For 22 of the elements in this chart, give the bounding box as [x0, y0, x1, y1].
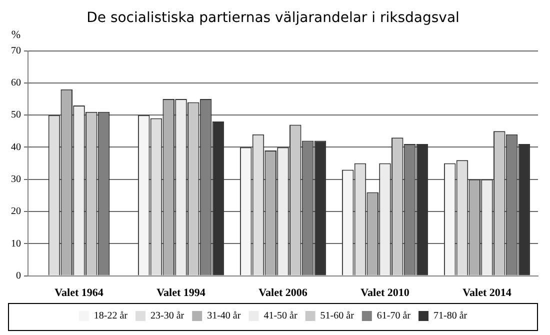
- legend-label: 71-80 år: [433, 310, 468, 322]
- y-tick-label: 20: [11, 206, 21, 218]
- y-tick-label: 30: [11, 174, 21, 185]
- y-tick-label: 0: [16, 270, 21, 282]
- x-tick-label: Valet 2006: [258, 287, 308, 300]
- y-axis-title: %: [11, 29, 21, 42]
- x-tick-label: Valet 2010: [360, 287, 410, 300]
- y-tick-label: 70: [11, 45, 21, 56]
- legend-label: 41-50 år: [264, 310, 298, 322]
- legend-label: 18-22 år: [94, 310, 128, 322]
- y-tick-label: 60: [11, 78, 21, 89]
- legend-label: 51-60 år: [320, 310, 355, 322]
- x-tick-label: Valet 1964: [54, 287, 104, 300]
- x-tick-label: Valet 1994: [156, 287, 206, 300]
- y-tick-label: 10: [11, 238, 21, 250]
- x-tick-label: Valet 2014: [462, 287, 512, 300]
- chart-title: De socialistiska partiernas väljarandelar i riksdagsval: [86, 10, 460, 26]
- legend-label: 23-30 år: [150, 310, 185, 322]
- legend-label: 61-70 år: [376, 310, 412, 322]
- y-tick-label: 50: [11, 110, 21, 121]
- y-tick-label: 40: [11, 142, 21, 153]
- legend-label: 31-40 år: [207, 310, 242, 322]
